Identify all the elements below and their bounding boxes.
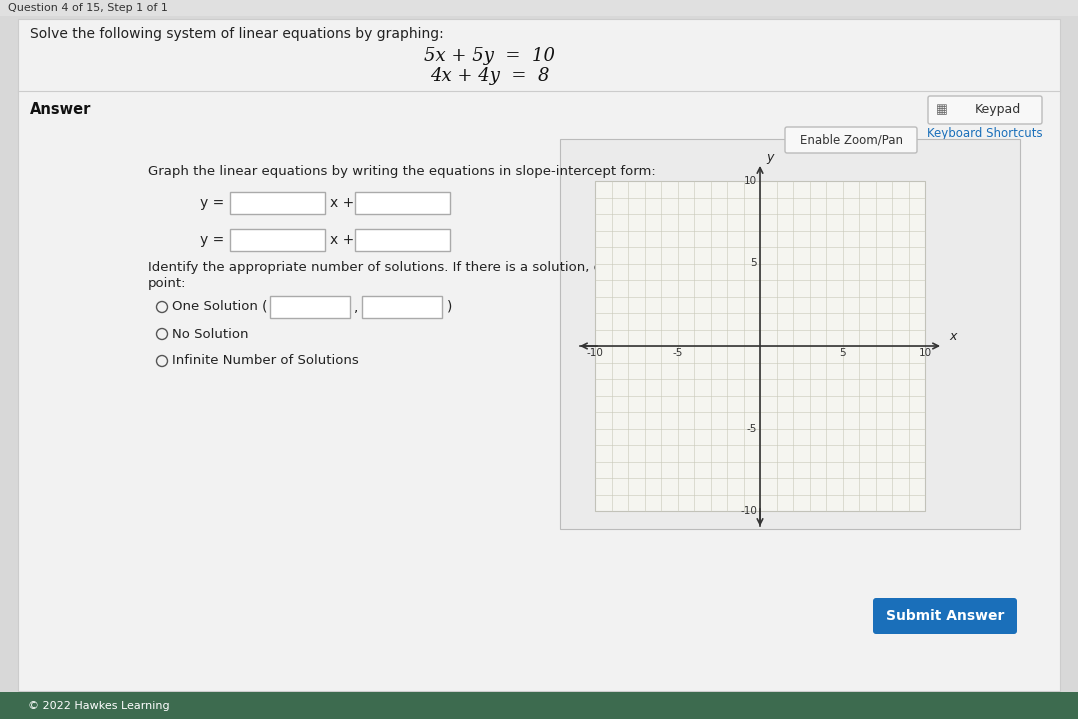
Text: 5x + 5y  =  10: 5x + 5y = 10	[425, 47, 555, 65]
Text: ,: ,	[354, 300, 358, 314]
Bar	[559, 139, 1020, 529]
Bar	[230, 229, 324, 251]
Text: y: y	[766, 150, 774, 163]
Text: 10: 10	[744, 176, 757, 186]
Text: Graph the linear equations by writing the equations in slope-intercept form:: Graph the linear equations by writing th…	[148, 165, 655, 178]
Text: (: (	[262, 300, 267, 314]
Text: Infinite Number of Solutions: Infinite Number of Solutions	[172, 354, 359, 367]
Text: y =: y =	[201, 233, 224, 247]
Text: No Solution: No Solution	[172, 327, 249, 341]
Text: Solve the following system of linear equations by graphing:: Solve the following system of linear equ…	[30, 27, 444, 41]
Text: y =: y =	[201, 196, 224, 210]
Text: x: x	[950, 329, 956, 342]
Text: x +: x +	[330, 233, 355, 247]
Text: One Solution: One Solution	[172, 301, 258, 313]
Text: -5: -5	[747, 423, 757, 434]
Bar	[0, 692, 1078, 719]
Bar	[270, 296, 350, 318]
Text: Identify the appropriate number of solutions. If there is a solution, give the: Identify the appropriate number of solut…	[148, 260, 648, 273]
Text: Submit Answer: Submit Answer	[886, 609, 1005, 623]
Text: 4x + 4y  =  8: 4x + 4y = 8	[430, 67, 550, 85]
Text: x +: x +	[330, 196, 355, 210]
Bar	[595, 181, 925, 511]
Bar	[230, 192, 324, 214]
Text: -5: -5	[673, 348, 682, 358]
Bar	[355, 229, 450, 251]
Text: © 2022 Hawkes Learning: © 2022 Hawkes Learning	[28, 701, 169, 711]
Text: ): )	[447, 300, 453, 314]
Text: Answer: Answer	[30, 101, 92, 116]
Text: ▦: ▦	[936, 104, 948, 116]
Text: 5: 5	[839, 348, 846, 358]
Bar	[362, 296, 442, 318]
Text: Enable Zoom/Pan: Enable Zoom/Pan	[800, 134, 902, 147]
FancyBboxPatch shape	[785, 127, 917, 153]
Text: Keyboard Shortcuts: Keyboard Shortcuts	[927, 127, 1042, 140]
Text: Question 4 of 15, Step 1 of 1: Question 4 of 15, Step 1 of 1	[8, 3, 168, 13]
FancyBboxPatch shape	[873, 598, 1017, 634]
Text: 5: 5	[750, 259, 757, 268]
Text: -10: -10	[741, 506, 757, 516]
Bar	[0, 0, 1078, 16]
FancyBboxPatch shape	[928, 96, 1042, 124]
Text: 10: 10	[918, 348, 931, 358]
Text: point:: point:	[148, 277, 186, 290]
Bar	[355, 192, 450, 214]
Text: Keypad: Keypad	[975, 104, 1021, 116]
Text: -10: -10	[586, 348, 604, 358]
